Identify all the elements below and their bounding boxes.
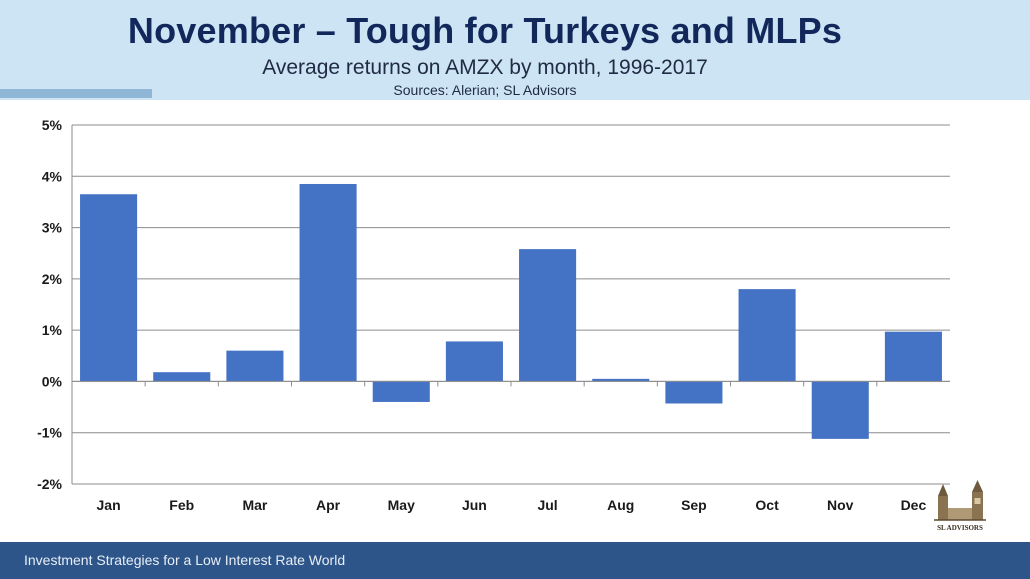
y-tick-label: -2% xyxy=(37,476,62,492)
logo-text: SL ADVISORS xyxy=(937,524,983,532)
towers-icon xyxy=(934,480,986,521)
page-subtitle: Average returns on AMZX by month, 1996-2… xyxy=(262,56,708,79)
y-tick-label: 4% xyxy=(42,168,63,184)
x-tick-label: Oct xyxy=(755,497,779,513)
footer-bar: Investment Strategies for a Low Interest… xyxy=(0,542,1030,579)
x-tick-label: Mar xyxy=(242,497,267,513)
x-tick-label: Jun xyxy=(462,497,487,513)
logo: SL ADVISORS xyxy=(934,480,986,532)
footer-tagline: Investment Strategies for a Low Interest… xyxy=(24,552,346,568)
y-tick-label: 1% xyxy=(42,322,63,338)
bar-jan xyxy=(80,194,138,382)
x-tick-label: Feb xyxy=(169,497,194,513)
y-tick-label: 5% xyxy=(42,117,63,133)
bar-nov xyxy=(811,381,869,439)
x-tick-label: Dec xyxy=(901,497,927,513)
bar-dec xyxy=(884,331,942,382)
bar-sep xyxy=(665,381,723,404)
x-tick-label: Nov xyxy=(827,497,854,513)
bar-oct xyxy=(738,289,796,382)
x-tick-label: Apr xyxy=(316,497,341,513)
bar-feb xyxy=(153,372,211,382)
y-tick-label: 2% xyxy=(42,271,63,287)
x-tick-label: Jul xyxy=(537,497,557,513)
x-tick-label: Jan xyxy=(97,497,121,513)
source-note: Sources: Alerian; SL Advisors xyxy=(393,82,577,98)
x-tick-label: May xyxy=(388,497,415,513)
y-tick-label: -1% xyxy=(37,425,62,441)
bar-jun xyxy=(445,341,503,382)
bar-jul xyxy=(519,249,577,382)
x-tick-label: Aug xyxy=(607,497,634,513)
bar-aug xyxy=(592,378,650,382)
y-tick-label: 3% xyxy=(42,220,63,236)
y-tick-label: 0% xyxy=(42,373,63,389)
x-tick-label: Sep xyxy=(681,497,707,513)
header-band xyxy=(0,0,1030,100)
bar-mar xyxy=(226,350,284,382)
bar-may xyxy=(372,381,430,402)
bar-apr xyxy=(299,183,357,382)
header-accent-strip xyxy=(0,89,152,98)
page-title: November – Tough for Turkeys and MLPs xyxy=(127,10,843,51)
